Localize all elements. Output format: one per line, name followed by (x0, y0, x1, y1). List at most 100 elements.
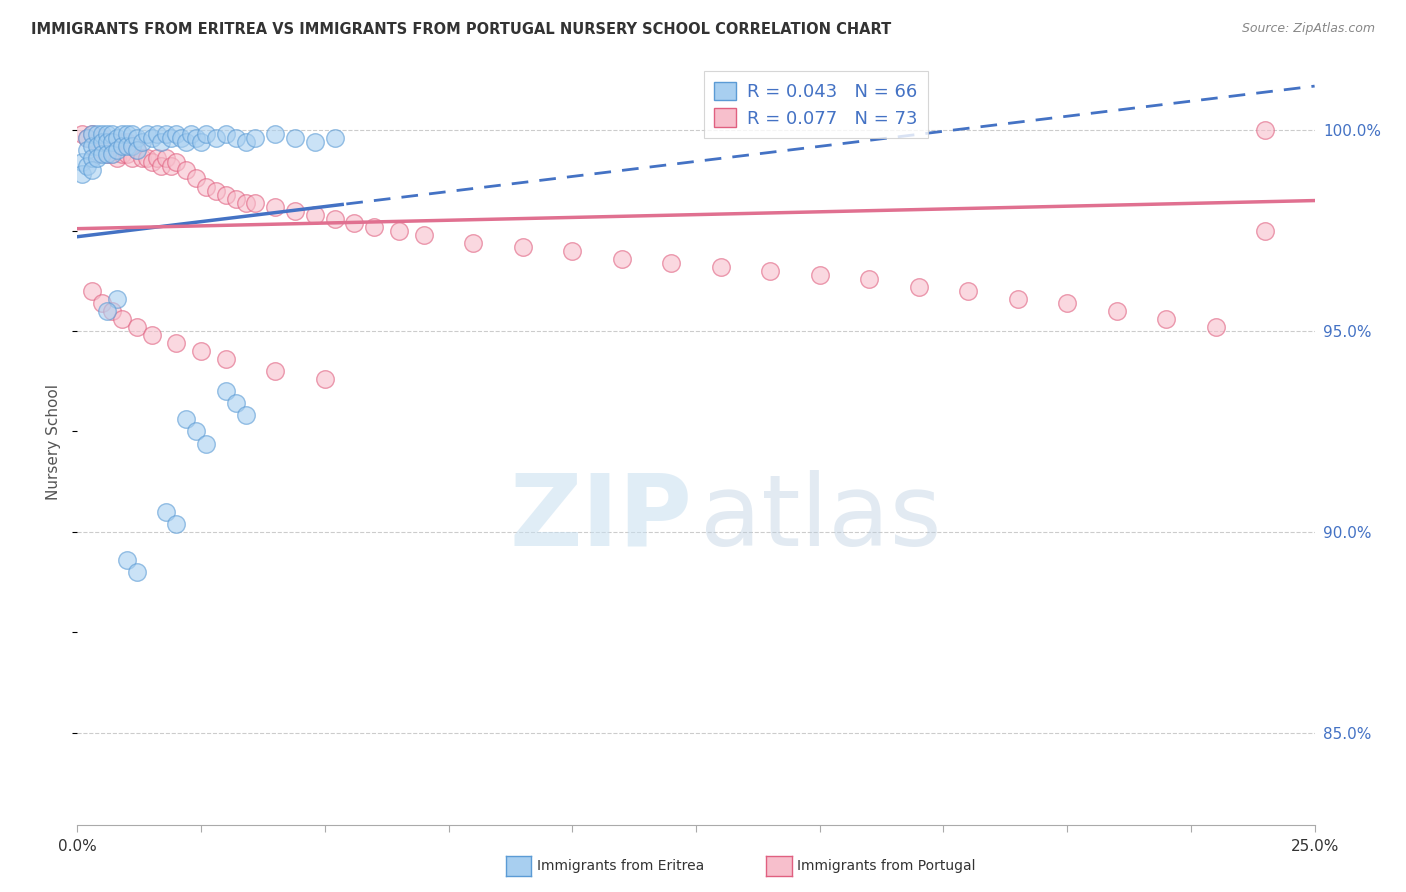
Point (1254, 123, 1277, 137)
Point (195, 179, 218, 194)
Point (957, 284, 980, 298)
Point (150, 136, 173, 150)
Point (304, 136, 326, 150)
Point (86, 139, 108, 153)
Point (121, 152, 143, 166)
Point (184, 425, 207, 439)
Point (125, 565, 148, 579)
Point (195, 128, 218, 142)
Point (363, 219, 385, 234)
Point (115, 136, 138, 150)
Point (111, 312, 134, 326)
Point (115, 128, 138, 142)
Point (111, 136, 134, 150)
Point (76, 131, 98, 145)
Point (121, 139, 143, 153)
Text: atlas: atlas (700, 470, 941, 566)
Point (1105, 304, 1128, 318)
Point (1007, 292, 1029, 306)
Point (101, 136, 124, 150)
Point (91, 296, 114, 310)
Point (284, 203, 307, 218)
Point (245, 131, 267, 145)
Point (125, 144, 148, 158)
Point (82, 128, 104, 142)
Point (155, 505, 177, 519)
Point (858, 272, 880, 286)
Point (160, 160, 183, 174)
Point (264, 364, 287, 378)
Point (115, 139, 138, 153)
Point (91, 136, 114, 150)
Point (131, 152, 153, 166)
Point (323, 131, 346, 145)
Point (72, 128, 94, 142)
Point (190, 136, 212, 150)
Point (184, 171, 207, 186)
Point (105, 131, 128, 145)
Point (1254, 224, 1277, 238)
Point (91, 144, 114, 158)
Point (101, 128, 124, 142)
Point (101, 147, 124, 161)
Point (72, 168, 94, 182)
Point (1056, 296, 1078, 310)
Point (96, 136, 118, 150)
Point (111, 128, 134, 142)
Point (245, 195, 267, 210)
Legend: R = 0.043   N = 66, R = 0.077   N = 73: R = 0.043 N = 66, R = 0.077 N = 73 (703, 70, 928, 138)
Point (141, 328, 163, 343)
Point (125, 131, 148, 145)
Point (160, 131, 183, 145)
Point (170, 131, 193, 145)
Text: Immigrants from Eritrea: Immigrants from Eritrea (537, 859, 704, 873)
Point (125, 320, 148, 334)
Point (610, 252, 633, 266)
Point (759, 264, 782, 278)
Point (86, 128, 108, 142)
Point (235, 409, 257, 423)
Point (710, 260, 733, 274)
Point (105, 139, 128, 153)
Point (76, 131, 98, 145)
Point (225, 192, 247, 206)
Point (141, 131, 163, 145)
Point (145, 152, 167, 166)
Point (96, 304, 118, 318)
Point (174, 163, 197, 178)
Point (76, 144, 98, 158)
Point (150, 160, 173, 174)
Point (96, 147, 118, 161)
Point (86, 147, 108, 161)
Point (190, 344, 212, 359)
Point (125, 144, 148, 158)
Point (180, 128, 202, 142)
Point (184, 131, 207, 145)
Point (86, 136, 108, 150)
Point (96, 147, 118, 161)
Point (215, 128, 238, 142)
Point (1205, 320, 1227, 334)
Point (412, 227, 434, 242)
Point (215, 384, 238, 399)
Text: ZIP: ZIP (509, 470, 692, 566)
Point (155, 128, 177, 142)
Point (323, 211, 346, 226)
Text: Immigrants from Portugal: Immigrants from Portugal (797, 859, 976, 873)
Point (205, 131, 228, 145)
Point (82, 128, 104, 142)
Point (165, 128, 187, 142)
Point (235, 136, 257, 150)
Point (101, 147, 124, 161)
Point (101, 304, 124, 318)
Point (174, 136, 197, 150)
Point (86, 152, 108, 166)
Point (155, 152, 177, 166)
Point (165, 155, 187, 169)
Point (91, 128, 114, 142)
Point (101, 136, 124, 150)
Point (115, 147, 138, 161)
Point (82, 163, 104, 178)
Point (115, 553, 138, 567)
Point (195, 436, 218, 450)
